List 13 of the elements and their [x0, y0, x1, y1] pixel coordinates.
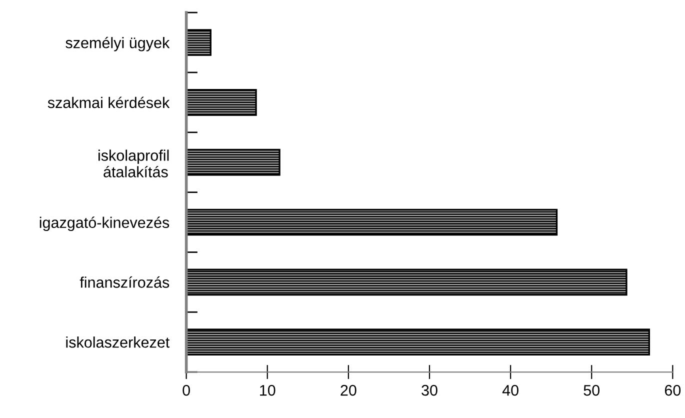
- x-tick-label: 0: [182, 384, 190, 396]
- x-tick-label: 10: [260, 384, 276, 396]
- y-tick-label: személyi ügyek: [66, 36, 170, 52]
- x-tick-label: 30: [422, 384, 438, 396]
- y-tick-label: iskolaszerkezet: [66, 336, 170, 348]
- y-tick-label: finanszírozás: [80, 276, 170, 288]
- x-tick-label: 20: [340, 384, 356, 396]
- x-tick-label: 60: [664, 384, 681, 396]
- x-tick-label: 50: [584, 384, 600, 396]
- y-tick-label: iskolaprofil átalakítás: [98, 150, 169, 178]
- y-tick-label: szakmai kérdések: [48, 96, 170, 108]
- y-tick-label: igazgató-kinevezés: [40, 216, 170, 232]
- x-tick-label: 40: [502, 384, 518, 396]
